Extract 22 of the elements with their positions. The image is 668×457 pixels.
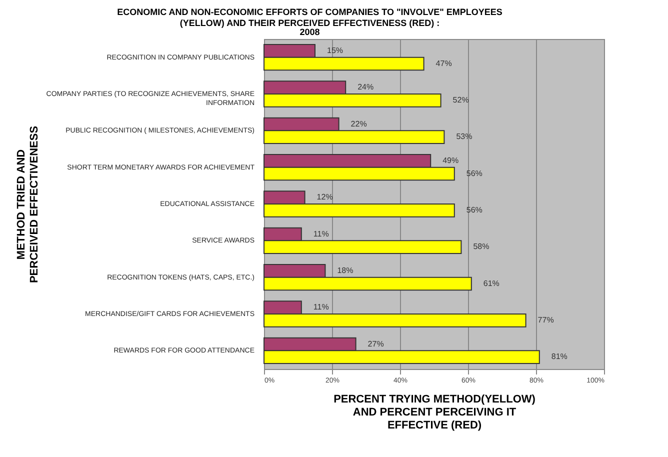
chart-title: ECONOMIC AND NON-ECONOMIC EFFORTS OF COMPANIES TO "INVOLVE" EMPLOYEES (YELLOW) AND THEIR PERCEIVED EFFECTIVENESS (RED) : xyxy=(117,7,502,28)
data-label: 49% xyxy=(442,156,459,165)
data-label: 27% xyxy=(368,339,384,348)
data-label: 56% xyxy=(466,168,482,178)
chart-subtitle: 2008 xyxy=(300,27,320,37)
x-axis-title: PERCENT TRYING METHOD(YELLOW) AND PERCENT PERCEIVING IT EFFECTIVE (RED) xyxy=(334,394,536,432)
data-label: 52% xyxy=(452,95,469,104)
data-label: 15% xyxy=(327,46,344,55)
data-label: 11% xyxy=(313,302,329,312)
data-label: 11% xyxy=(313,229,329,238)
data-label: 18% xyxy=(337,266,354,275)
y-axis-title: METHOD TRIED AND PERCEIVED EFFECTIVENESS xyxy=(16,126,40,284)
data-label: 77% xyxy=(538,315,554,324)
data-label: 47% xyxy=(436,58,452,68)
data-label: 61% xyxy=(483,278,500,288)
data-label: 58% xyxy=(473,242,490,252)
data-label: 56% xyxy=(466,205,482,214)
data-label: 24% xyxy=(358,82,374,92)
data-label: 81% xyxy=(551,352,568,362)
data-label: 12% xyxy=(316,192,333,202)
data-label: 22% xyxy=(350,119,367,128)
data-label: 53% xyxy=(456,132,472,142)
